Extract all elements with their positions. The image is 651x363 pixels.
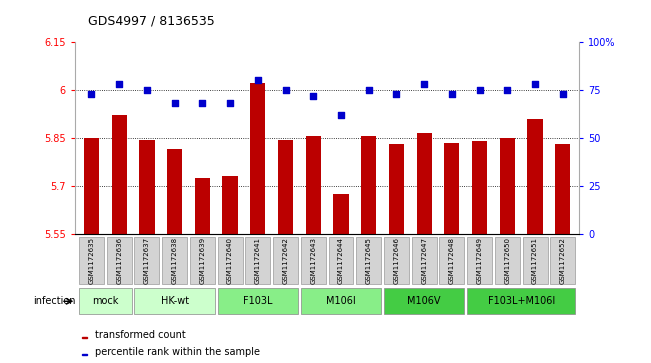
Text: GSM1172647: GSM1172647 — [421, 237, 427, 284]
Bar — [444, 143, 460, 234]
Text: GSM1172646: GSM1172646 — [393, 237, 400, 284]
Text: infection: infection — [33, 296, 76, 306]
FancyBboxPatch shape — [384, 237, 409, 284]
Point — [281, 87, 291, 93]
Text: GSM1172641: GSM1172641 — [255, 237, 261, 284]
FancyBboxPatch shape — [162, 237, 187, 284]
Point — [142, 87, 152, 93]
Bar — [472, 141, 487, 234]
FancyBboxPatch shape — [467, 288, 575, 314]
FancyBboxPatch shape — [411, 237, 437, 284]
FancyBboxPatch shape — [135, 288, 215, 314]
Point — [391, 91, 402, 97]
Text: GSM1172644: GSM1172644 — [338, 237, 344, 284]
Bar — [389, 144, 404, 234]
Bar — [83, 337, 87, 338]
Bar — [111, 115, 127, 234]
Text: GSM1172652: GSM1172652 — [560, 237, 566, 284]
Bar — [223, 176, 238, 234]
Point — [363, 87, 374, 93]
Text: GSM1172645: GSM1172645 — [366, 237, 372, 284]
FancyBboxPatch shape — [329, 237, 353, 284]
Bar — [139, 139, 154, 234]
Point — [308, 93, 318, 98]
Text: GSM1172638: GSM1172638 — [172, 237, 178, 284]
Text: GSM1172642: GSM1172642 — [283, 237, 288, 284]
Text: GSM1172635: GSM1172635 — [89, 237, 94, 284]
Bar — [195, 178, 210, 234]
Bar — [305, 136, 321, 234]
Text: GSM1172636: GSM1172636 — [117, 237, 122, 284]
Bar — [500, 138, 515, 234]
Bar — [361, 136, 376, 234]
Text: F103L: F103L — [243, 296, 273, 306]
Point — [225, 101, 235, 106]
FancyBboxPatch shape — [550, 237, 575, 284]
Bar — [527, 119, 543, 234]
FancyBboxPatch shape — [301, 288, 381, 314]
Text: GSM1172637: GSM1172637 — [144, 237, 150, 284]
Text: GDS4997 / 8136535: GDS4997 / 8136535 — [88, 15, 215, 28]
FancyBboxPatch shape — [79, 288, 132, 314]
FancyBboxPatch shape — [495, 237, 519, 284]
FancyBboxPatch shape — [135, 237, 159, 284]
Point — [447, 91, 457, 97]
Point — [557, 91, 568, 97]
Point — [197, 101, 208, 106]
Text: GSM1172639: GSM1172639 — [199, 237, 205, 284]
Text: M106V: M106V — [408, 296, 441, 306]
Text: HK-wt: HK-wt — [161, 296, 189, 306]
Bar — [83, 354, 87, 355]
FancyBboxPatch shape — [190, 237, 215, 284]
Point — [502, 87, 512, 93]
Point — [419, 81, 430, 87]
Point — [114, 81, 124, 87]
FancyBboxPatch shape — [467, 237, 492, 284]
Text: percentile rank within the sample: percentile rank within the sample — [95, 347, 260, 357]
FancyBboxPatch shape — [273, 237, 298, 284]
Text: GSM1172648: GSM1172648 — [449, 237, 455, 284]
Text: mock: mock — [92, 296, 118, 306]
Bar — [555, 144, 570, 234]
Text: GSM1172649: GSM1172649 — [477, 237, 482, 284]
Bar — [167, 149, 182, 234]
FancyBboxPatch shape — [523, 237, 547, 284]
FancyBboxPatch shape — [439, 237, 464, 284]
FancyBboxPatch shape — [217, 237, 243, 284]
Text: GSM1172651: GSM1172651 — [532, 237, 538, 284]
Bar — [417, 133, 432, 234]
FancyBboxPatch shape — [356, 237, 381, 284]
Point — [475, 87, 485, 93]
Text: F103L+M106I: F103L+M106I — [488, 296, 555, 306]
FancyBboxPatch shape — [384, 288, 464, 314]
Point — [253, 77, 263, 83]
Point — [336, 112, 346, 118]
Text: M106I: M106I — [326, 296, 356, 306]
Bar — [333, 194, 349, 234]
Point — [169, 101, 180, 106]
Text: GSM1172650: GSM1172650 — [505, 237, 510, 284]
Bar — [278, 139, 293, 234]
Bar — [250, 83, 266, 234]
Point — [87, 91, 97, 97]
FancyBboxPatch shape — [107, 237, 132, 284]
Text: transformed count: transformed count — [95, 330, 186, 340]
Text: GSM1172640: GSM1172640 — [227, 237, 233, 284]
FancyBboxPatch shape — [217, 288, 298, 314]
Text: GSM1172643: GSM1172643 — [311, 237, 316, 284]
FancyBboxPatch shape — [245, 237, 270, 284]
Point — [530, 81, 540, 87]
Bar — [84, 138, 99, 234]
FancyBboxPatch shape — [301, 237, 326, 284]
FancyBboxPatch shape — [79, 237, 104, 284]
